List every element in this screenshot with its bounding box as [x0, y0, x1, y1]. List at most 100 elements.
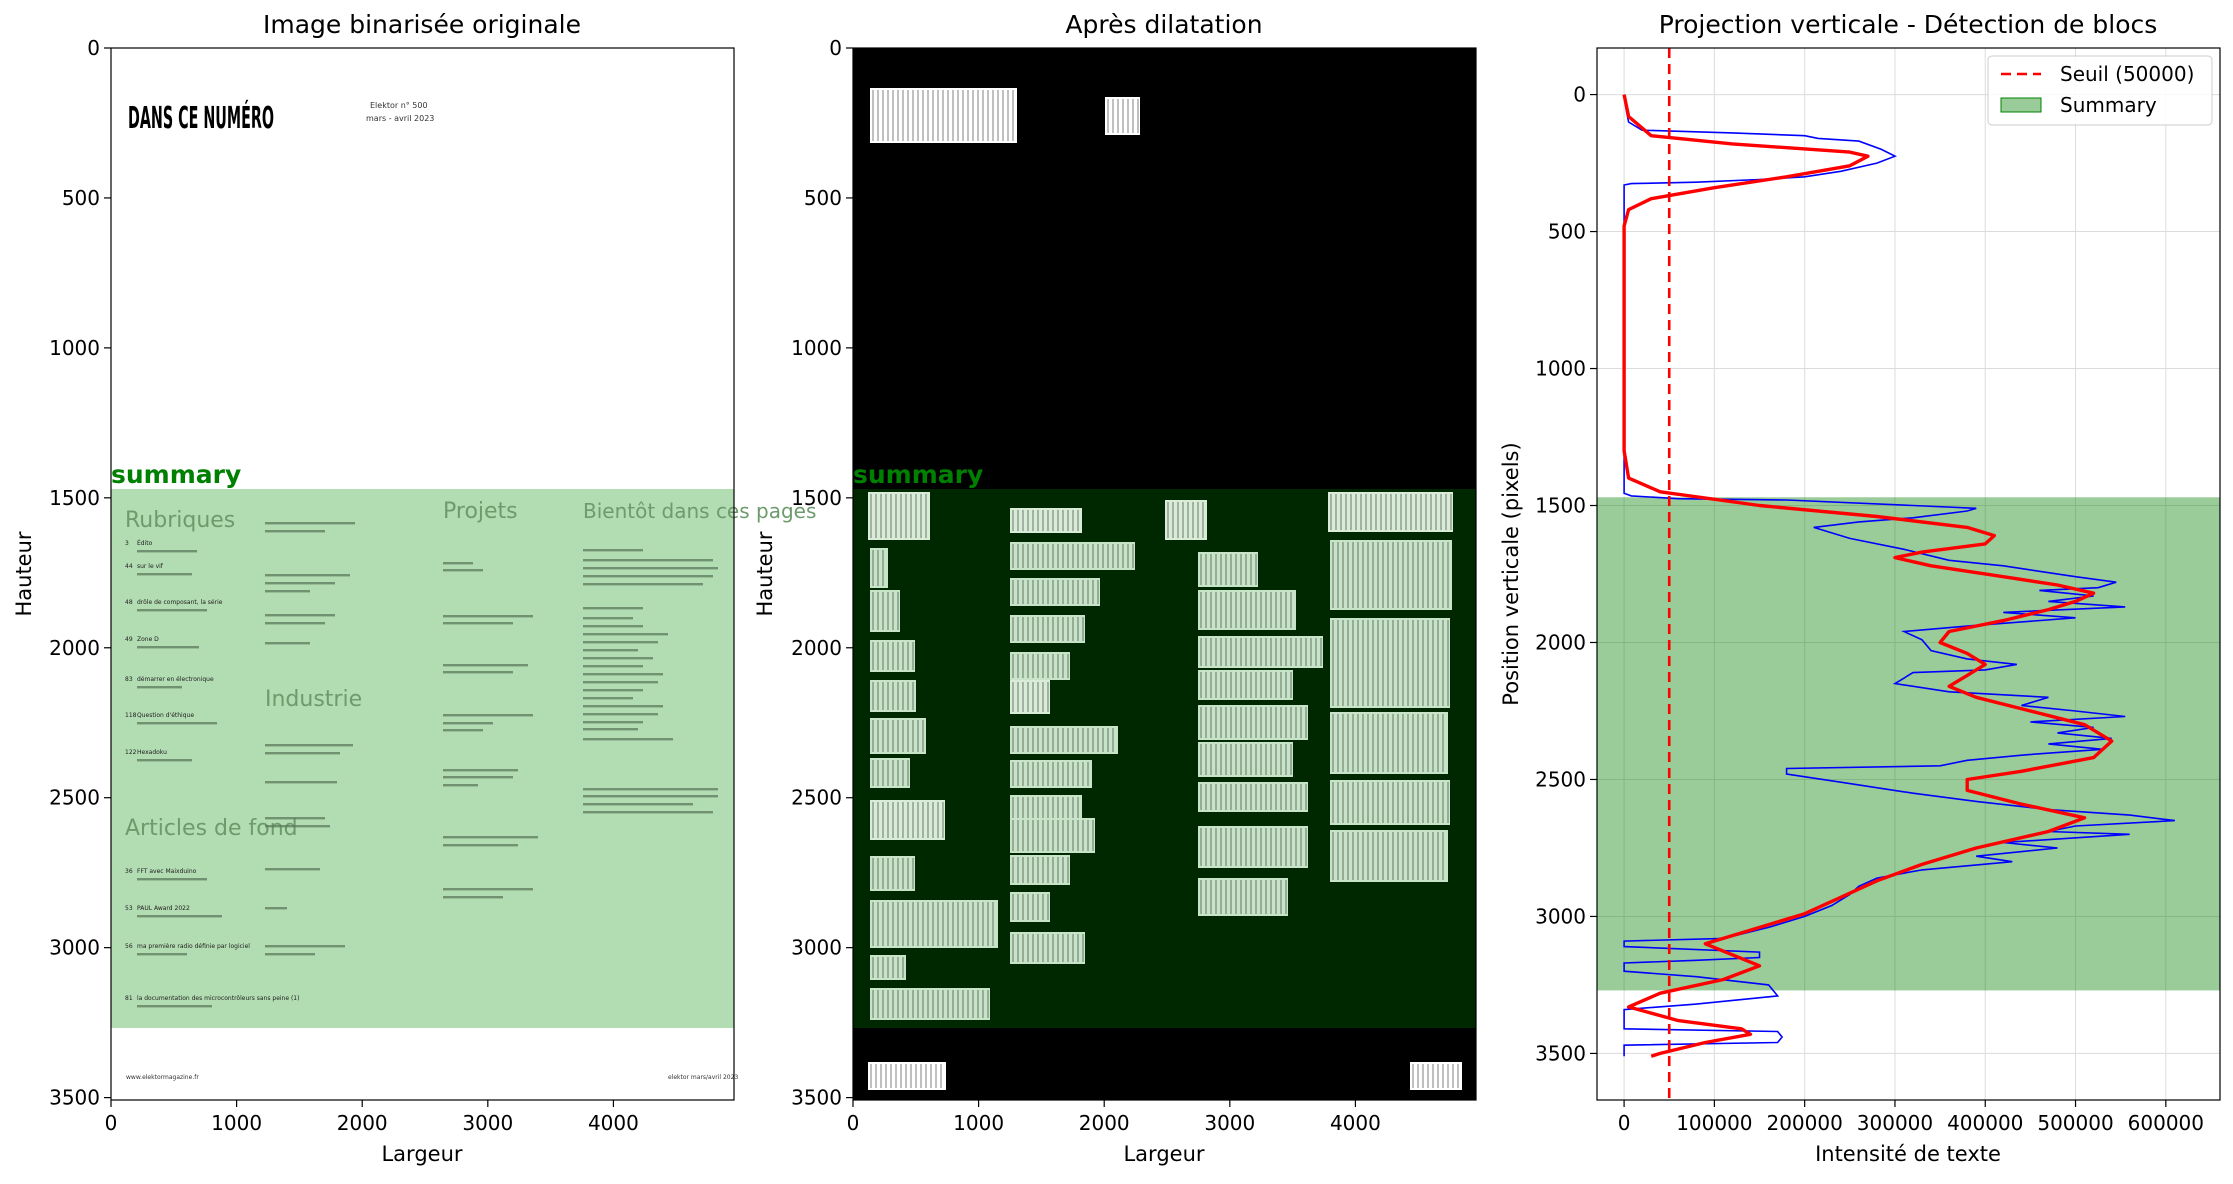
doc-entry-number: 122 — [125, 749, 137, 756]
doc-text-line — [265, 530, 325, 533]
doc-entry-title: Question d'éthique — [137, 712, 194, 719]
y-tick-label: 3000 — [49, 936, 100, 960]
doc-rubrique-entry: 49 Zone D — [125, 636, 159, 643]
x-tick-label: 400000 — [1947, 1111, 2023, 1135]
doc-issue-line2: mars - avril 2023 — [366, 114, 434, 123]
y-tick-label: 1500 — [49, 486, 100, 510]
panel-2-x-axis: 0 1000 2000 3000 4000 — [847, 1100, 1381, 1135]
y-tick-label: 3500 — [1535, 1041, 1586, 1065]
dilated-block — [1010, 892, 1050, 922]
doc-text-line — [583, 803, 693, 806]
doc-text-line — [265, 574, 350, 577]
x-tick-label: 1000 — [211, 1111, 262, 1135]
doc-entry-number: 81 — [125, 995, 133, 1002]
doc-text-line — [443, 836, 538, 839]
dilated-block-fill — [1010, 818, 1095, 853]
dilated-block-fill — [1198, 670, 1293, 700]
doc-text-line — [265, 582, 335, 585]
doc-text-line — [443, 896, 503, 899]
doc-text-line — [265, 522, 355, 525]
panel-1-x-axis: 0 1000 2000 3000 4000 — [105, 1100, 639, 1135]
dilated-block — [1010, 652, 1070, 680]
x-tick-label: 500000 — [2037, 1111, 2113, 1135]
dilated-block-fill — [868, 492, 930, 540]
doc-article-entry: 81 la documentation des microcontrôleurs … — [125, 995, 299, 1002]
doc-text-line — [583, 559, 713, 562]
dilated-block — [1330, 830, 1448, 882]
panel-3-title: Projection verticale - Détection de bloc… — [1659, 10, 2158, 39]
doc-entry-number: 36 — [125, 868, 133, 875]
dilated-block — [1198, 670, 1293, 700]
dilated-block — [1330, 540, 1452, 610]
panel-projection: Projection verticale - Détection de bloc… — [1499, 10, 2221, 1166]
dilated-block-fill — [1198, 705, 1308, 740]
doc-text-line — [265, 907, 287, 910]
doc-text-line — [583, 549, 643, 552]
doc-entry-title: Zone D — [137, 636, 159, 643]
dilated-block-fill — [1198, 826, 1308, 868]
y-tick-label: 500 — [804, 186, 842, 210]
dilated-block — [1010, 932, 1085, 964]
doc-text-line — [137, 550, 197, 553]
y-tick-label: 500 — [1548, 220, 1586, 244]
doc-text-line — [265, 868, 320, 871]
doc-text-line — [265, 817, 325, 820]
panel-1-title: Image binarisée originale — [263, 10, 581, 39]
doc-issue-line1: Elektor n° 500 — [370, 101, 428, 110]
panel-3-summary-region — [1597, 497, 2220, 991]
dilated-block — [1330, 712, 1448, 774]
y-tick-label: 2000 — [49, 636, 100, 660]
doc-text-line — [137, 573, 192, 576]
dilated-block — [1198, 782, 1308, 812]
doc-entry-number: 3 — [125, 540, 129, 547]
dilated-block-fill — [1010, 578, 1100, 606]
doc-entry-number: 56 — [125, 943, 133, 950]
panel-1-xlabel: Largeur — [381, 1142, 462, 1166]
legend: Seuil (50000) Summary — [1987, 55, 2213, 126]
doc-text-line — [583, 697, 633, 700]
panel-1-ylabel: Hauteur — [12, 531, 36, 616]
doc-text-line — [443, 671, 513, 674]
panel-1-summary-region — [111, 489, 734, 1028]
doc-entry-title: ma première radio définie par logiciel — [137, 943, 250, 950]
dilated-block — [1198, 636, 1323, 668]
y-tick-label: 0 — [87, 36, 100, 60]
doc-article-entry: 53 PAUL Award 2022 — [125, 905, 190, 912]
dilated-block — [870, 900, 998, 948]
doc-text-line — [137, 1005, 212, 1008]
doc-text-line — [265, 744, 353, 747]
dilated-block — [870, 955, 906, 980]
dilated-block-fill — [1198, 590, 1296, 630]
dilated-block — [870, 88, 1017, 143]
dilated-block-fill — [1010, 508, 1082, 533]
doc-text-line — [265, 622, 325, 625]
dilated-block — [870, 590, 900, 632]
dilated-block-fill — [870, 88, 1017, 143]
doc-text-line — [583, 665, 643, 668]
x-tick-label: 600000 — [2128, 1111, 2204, 1135]
y-tick-label: 2500 — [791, 786, 842, 810]
doc-rubrique-entry: 118 Question d'éthique — [125, 712, 194, 719]
dilated-block-fill — [1010, 760, 1092, 788]
dilated-block — [870, 548, 888, 588]
panel-2-xlabel: Largeur — [1123, 1142, 1204, 1166]
doc-text-line — [137, 686, 182, 689]
doc-entry-number: 118 — [125, 712, 137, 719]
dilated-block — [870, 640, 915, 672]
x-tick-label: 0 — [847, 1111, 860, 1135]
dilated-block-fill — [1198, 552, 1258, 587]
doc-text-line — [137, 915, 222, 918]
doc-text-line — [137, 609, 207, 612]
dilated-block-fill — [1010, 892, 1050, 922]
doc-text-line — [583, 567, 718, 570]
dilated-block-fill — [870, 988, 990, 1020]
dilated-block — [1105, 97, 1140, 135]
legend-threshold-label: Seuil (50000) — [2060, 62, 2194, 86]
dilated-block — [1010, 508, 1082, 533]
dilated-block-fill — [1165, 500, 1207, 540]
doc-entry-number: 48 — [125, 599, 133, 606]
doc-text-line — [265, 945, 345, 948]
doc-footer-right: elektor mars/avril 2023 — [668, 1074, 738, 1081]
x-tick-label: 3000 — [1204, 1111, 1255, 1135]
doc-text-line — [583, 713, 658, 716]
